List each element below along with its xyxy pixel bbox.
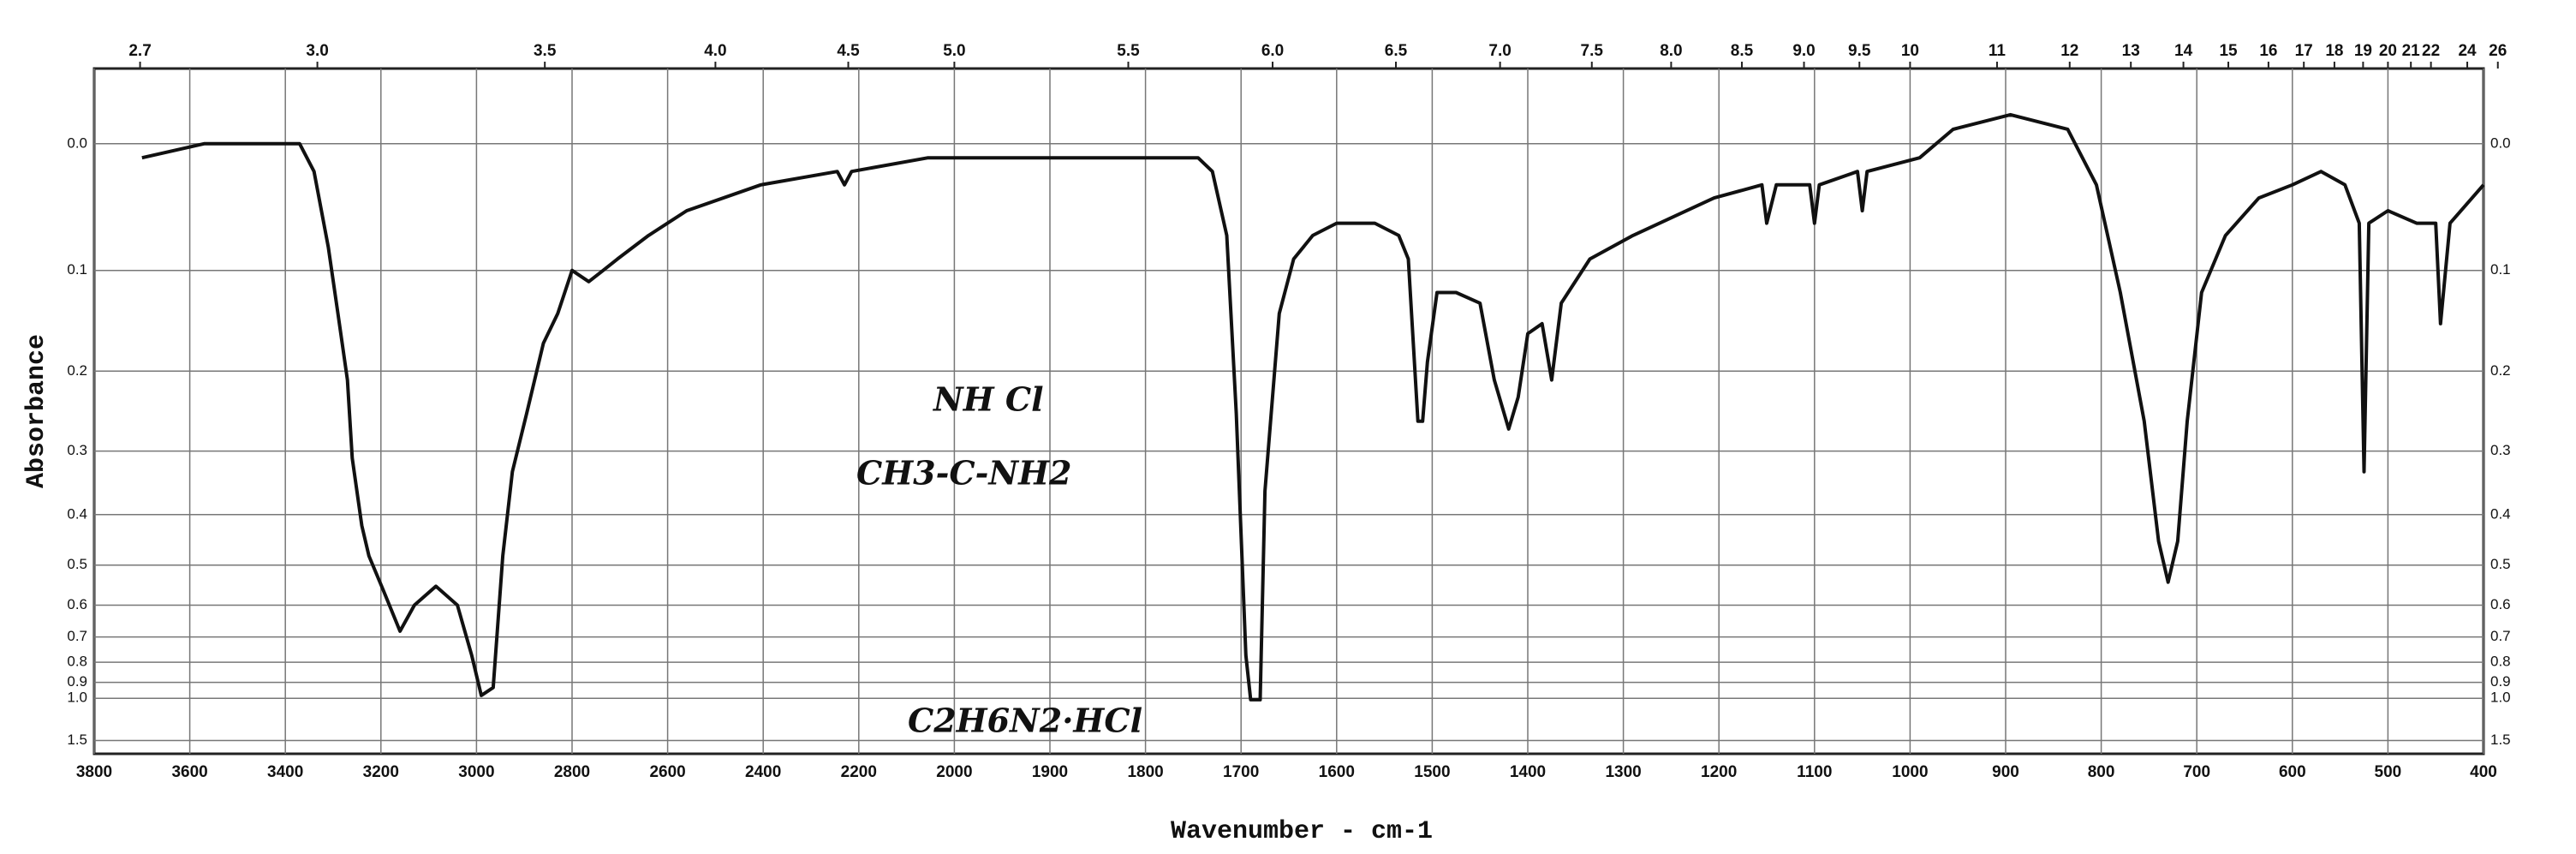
x2-tick-label: 9.5 — [1848, 42, 1871, 60]
x2-tick-label: 13 — [2122, 42, 2140, 60]
x2-tick-label: 15 — [2219, 42, 2238, 60]
y-tick-label: 0.8 — [67, 654, 87, 670]
x2-tick-label: 4.0 — [704, 42, 726, 60]
x-tick-label: 1200 — [1701, 763, 1737, 781]
annotation: C2H6N2·HCl — [908, 702, 1142, 740]
x2-tick-label: 17 — [2295, 42, 2313, 60]
x2-tick-label: 3.0 — [306, 42, 328, 60]
x2-tick-label: 12 — [2060, 42, 2078, 60]
x-tick-label: 1700 — [1223, 763, 1259, 781]
x2-tick-label: 11 — [1989, 42, 2007, 60]
x2-tick-label: 7.5 — [1581, 42, 1604, 60]
x2-tick-label: 8.5 — [1731, 42, 1754, 60]
x2-tick-label: 20 — [2379, 42, 2397, 60]
x2-tick-label: 5.0 — [943, 42, 965, 60]
x2-tick-label: 10 — [1901, 42, 1919, 60]
x2-tick-label: 7.0 — [1488, 42, 1511, 60]
y-tick-label-right: 0.4 — [2490, 505, 2511, 522]
x2-tick-label: 14 — [2174, 42, 2193, 60]
y-tick-label: 1.5 — [67, 732, 87, 748]
annotation: CH3-C-NH2 — [856, 454, 1071, 493]
y-tick-label-right: 0.2 — [2490, 362, 2511, 379]
x-tick-label: 800 — [2088, 763, 2115, 781]
y-tick-label: 0.9 — [67, 673, 87, 690]
x2-tick-label: 6.0 — [1261, 42, 1284, 60]
x-tick-label: 1600 — [1319, 763, 1355, 781]
y-tick-label-right: 0.8 — [2490, 654, 2511, 670]
y-tick-label: 0.5 — [67, 556, 87, 572]
x2-tick-label: 19 — [2354, 42, 2372, 60]
x-tick-label: 1500 — [1414, 763, 1450, 781]
x-tick-label: 2200 — [841, 763, 877, 781]
y-tick-label-right: 1.0 — [2490, 690, 2511, 706]
x2-tick-label: 2.7 — [128, 42, 151, 60]
x-tick-label: 400 — [2470, 763, 2497, 781]
y-tick-label: 0.6 — [67, 596, 87, 612]
x-tick-label: 3400 — [267, 763, 303, 781]
x-tick-label: 1300 — [1605, 763, 1641, 781]
x2-tick-label: 22 — [2422, 42, 2440, 60]
y-tick-label: 1.0 — [67, 690, 87, 706]
x-tick-label: 1100 — [1797, 763, 1832, 781]
x-tick-label: 500 — [2375, 763, 2402, 781]
x-tick-label: 3200 — [363, 763, 399, 781]
x-tick-label: 900 — [1992, 763, 2019, 781]
x2-tick-label: 18 — [2325, 42, 2343, 60]
x2-tick-label: 24 — [2458, 42, 2477, 60]
y-tick-label-right: 0.3 — [2490, 442, 2511, 458]
x-tick-label: 1800 — [1127, 763, 1163, 781]
x-axis-title: Wavenumber - cm-1 — [1171, 817, 1433, 846]
x-tick-label: 3600 — [171, 763, 207, 781]
x2-tick-label: 21 — [2402, 42, 2421, 60]
y-tick-label-right: 0.9 — [2490, 673, 2511, 690]
y-tick-label-right: 0.6 — [2490, 596, 2511, 612]
x-tick-label: 2000 — [936, 763, 972, 781]
x2-tick-label: 4.5 — [837, 42, 860, 60]
y-tick-label-right: 0.1 — [2490, 261, 2511, 278]
x2-tick-label: 9.0 — [1792, 42, 1815, 60]
x-tick-label: 2600 — [649, 763, 685, 781]
x-tick-label: 2400 — [745, 763, 781, 781]
y-tick-label-right: 1.5 — [2490, 732, 2511, 748]
x-tick-label: 700 — [2183, 763, 2210, 781]
x2-tick-label: 8.0 — [1660, 42, 1682, 60]
x2-tick-label: 6.5 — [1385, 42, 1408, 60]
x-tick-label: 1400 — [1510, 763, 1546, 781]
x2-tick-label: 26 — [2489, 42, 2507, 60]
x2-tick-label: 5.5 — [1117, 42, 1140, 60]
y-tick-label-right: 0.7 — [2490, 628, 2511, 644]
x-tick-label: 3800 — [76, 763, 112, 781]
y-tick-label-right: 0.5 — [2490, 556, 2511, 572]
y-tick-label: 0.4 — [67, 505, 87, 522]
x-tick-label: 2800 — [554, 763, 590, 781]
y-tick-label: 0.2 — [67, 362, 87, 379]
x2-tick-label: 16 — [2259, 42, 2277, 60]
x-tick-label: 600 — [2279, 763, 2306, 781]
y-tick-label: 0.0 — [67, 134, 87, 151]
x2-tick-label: 3.5 — [534, 42, 557, 60]
x-tick-label: 3000 — [458, 763, 494, 781]
y-axis-title: Absorbance — [22, 334, 51, 488]
spectrum-line — [141, 112, 2485, 702]
y-tick-label: 0.7 — [67, 628, 87, 644]
y-tick-label-right: 0.0 — [2490, 134, 2511, 151]
y-tick-label: 0.1 — [67, 261, 87, 278]
y-tick-label: 0.3 — [67, 442, 87, 458]
x-tick-label: 1900 — [1032, 763, 1068, 781]
annotation: NH Cl — [933, 380, 1044, 419]
x-tick-label: 1000 — [1892, 763, 1928, 781]
